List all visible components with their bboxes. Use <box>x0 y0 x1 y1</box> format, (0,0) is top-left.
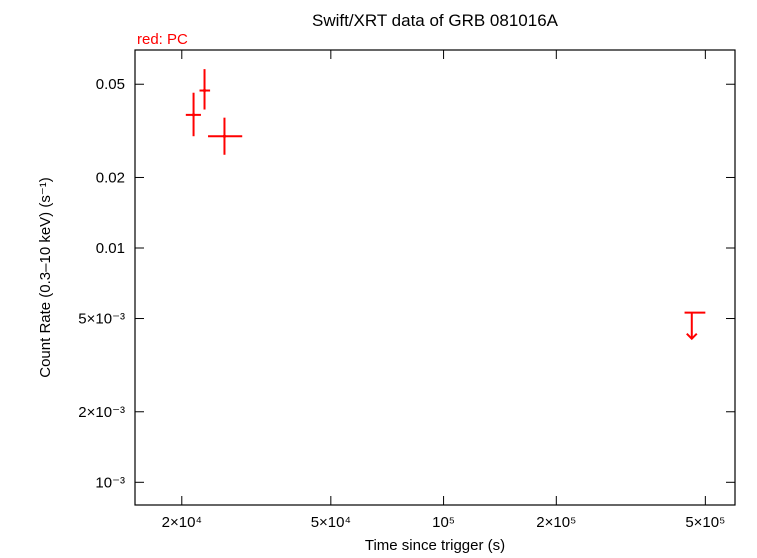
y-tick-label: 0.05 <box>96 76 125 93</box>
y-tick-label: 10⁻³ <box>95 474 125 491</box>
x-tick-label: 5×10⁴ <box>311 514 351 531</box>
y-tick-label: 0.02 <box>96 169 125 186</box>
y-tick-label: 5×10⁻³ <box>78 311 125 328</box>
data-point <box>223 135 226 138</box>
data-point <box>203 89 206 92</box>
data-point <box>192 113 195 116</box>
x-tick-label: 10⁵ <box>432 514 455 531</box>
y-tick-label: 2×10⁻³ <box>78 404 125 421</box>
y-tick-label: 0.01 <box>96 240 125 257</box>
x-tick-label: 2×10⁵ <box>536 514 576 531</box>
legend-text: red: PC <box>137 31 188 48</box>
y-axis-label: Count Rate (0.3–10 keV) (s⁻¹) <box>37 177 54 378</box>
chart-container: 2×10⁴ 5×10⁴ 10⁵ 2×10⁵ 5×10⁵ 10⁻³ 2×10⁻³ 5×10⁻³ 0… <box>0 0 757 558</box>
x-tick-label: 2×10⁴ <box>162 514 202 531</box>
chart-title: Swift/XRT data of GRB 081016A <box>312 11 559 30</box>
chart-svg: 2×10⁴ 5×10⁴ 10⁵ 2×10⁵ 5×10⁵ 10⁻³ 2×10⁻³ 5×10⁻³ 0… <box>0 0 757 558</box>
x-tick-label: 5×10⁵ <box>685 514 725 531</box>
x-axis-label: Time since trigger (s) <box>365 537 505 554</box>
